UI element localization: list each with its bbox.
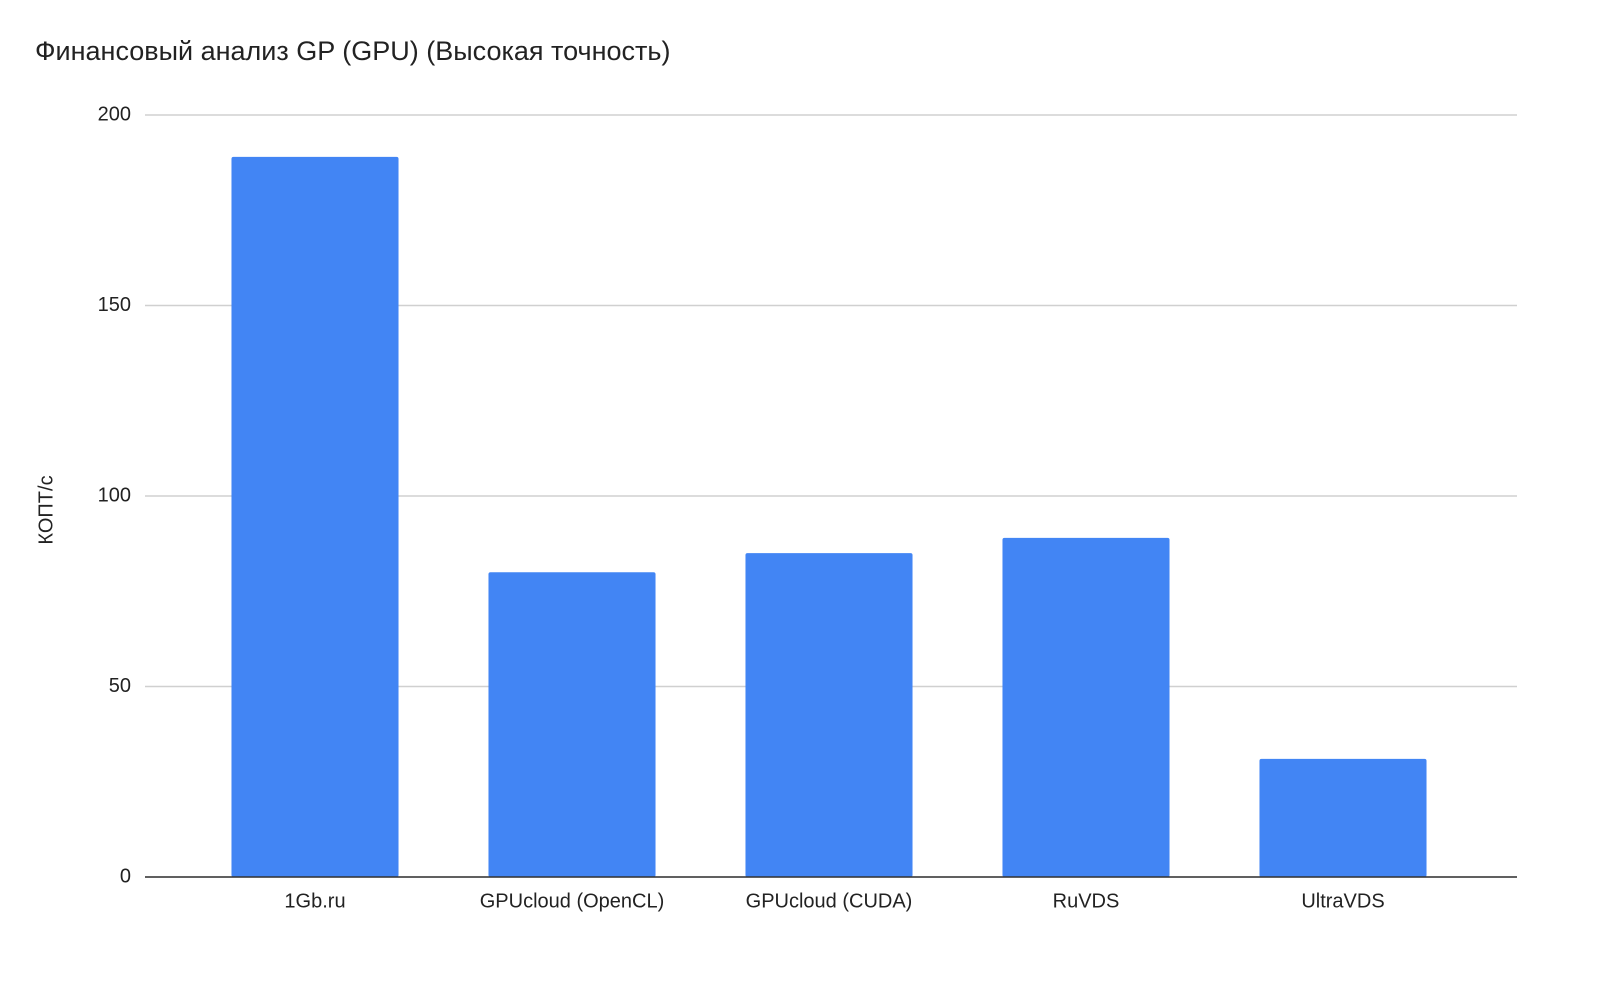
bar bbox=[231, 156, 399, 877]
x-tick-label: GPUcloud (CUDA) bbox=[746, 890, 913, 912]
chart-title: Финансовый анализ GP (GPU) (Высокая точн… bbox=[35, 36, 670, 66]
bar bbox=[1002, 537, 1170, 877]
y-tick-label: 150 bbox=[98, 294, 131, 316]
x-tick-label: UltraVDS bbox=[1301, 890, 1384, 912]
y-tick-label: 200 bbox=[98, 103, 131, 125]
y-axis-label: КОПТ/с bbox=[35, 475, 57, 544]
y-tick-label: 100 bbox=[98, 484, 131, 506]
x-tick-label: RuVDS bbox=[1053, 890, 1120, 912]
x-tick-label: 1Gb.ru bbox=[284, 890, 345, 912]
bar bbox=[1259, 758, 1427, 877]
y-tick-label: 50 bbox=[109, 675, 131, 697]
y-tick-label: 0 bbox=[120, 865, 131, 887]
x-tick-label: GPUcloud (OpenCL) bbox=[480, 890, 665, 912]
bar bbox=[745, 553, 913, 877]
bar bbox=[488, 572, 656, 877]
